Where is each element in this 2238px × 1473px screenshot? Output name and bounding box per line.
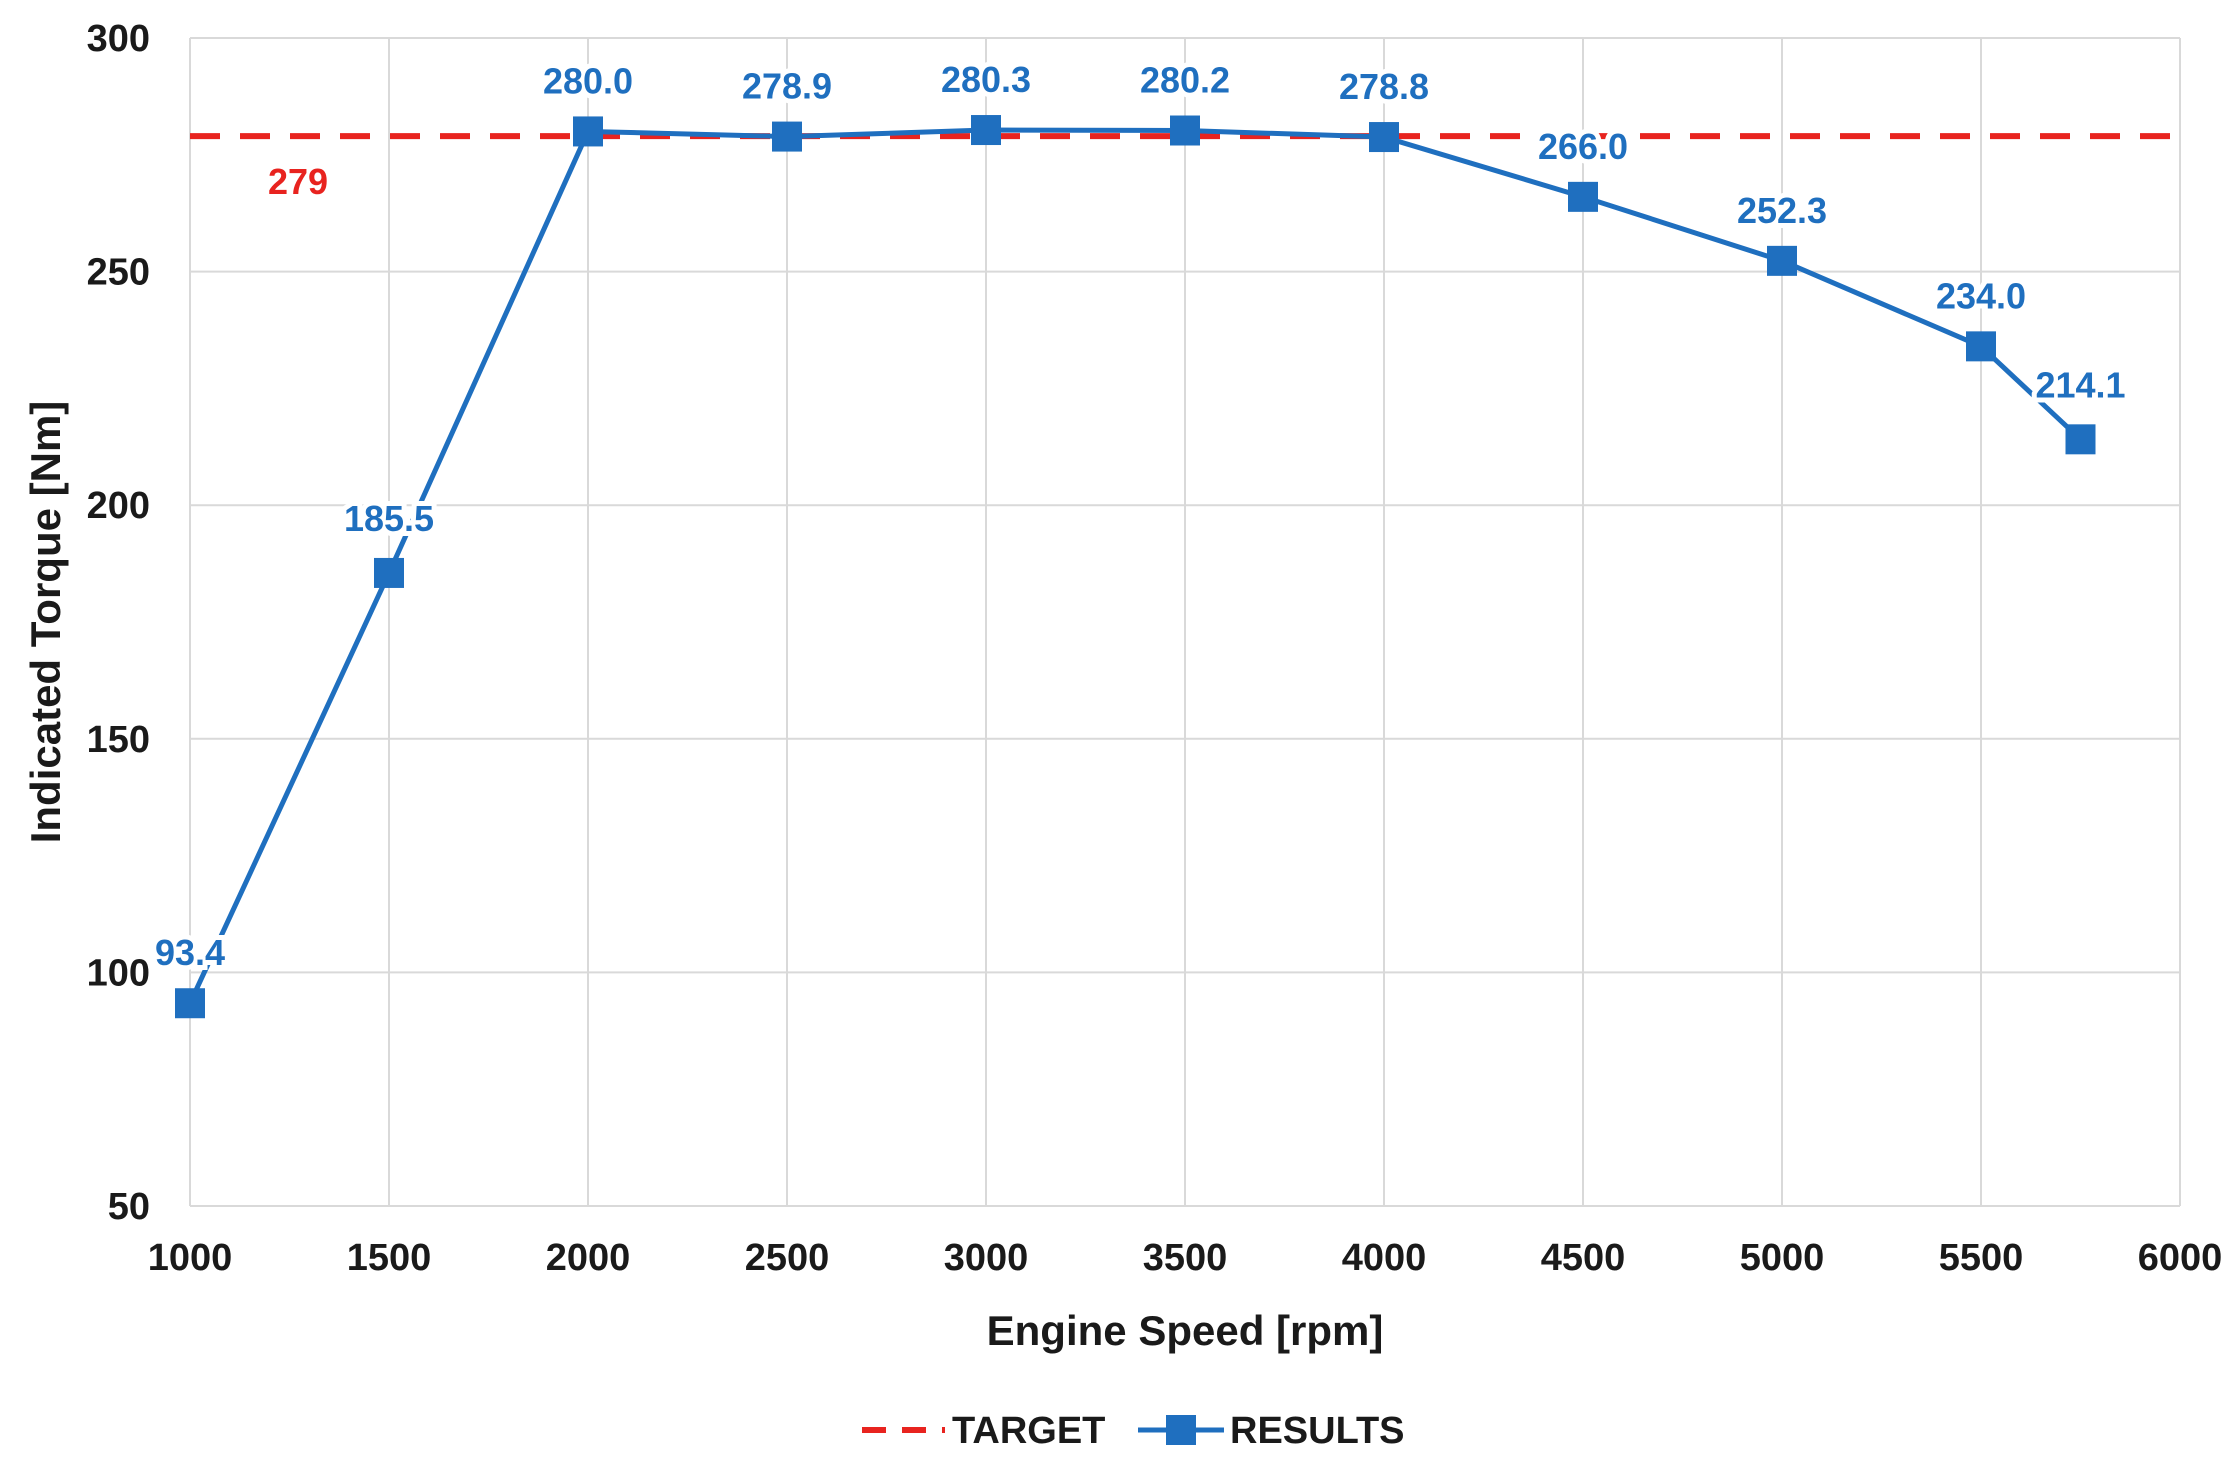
- data-label: 280.0: [543, 60, 633, 101]
- x-tick-label: 5500: [1939, 1237, 2024, 1279]
- x-tick-label: 1000: [148, 1237, 233, 1279]
- results-series: [175, 115, 2096, 1019]
- data-label: 280.3: [941, 59, 1031, 100]
- results-marker: [374, 557, 404, 588]
- results-marker: [1767, 245, 1797, 276]
- data-labels: 93.4 185.5 280.0 278.9 280.3 280.2 278.8 266.0 2…: [150, 54, 2131, 978]
- grid: [189, 37, 2181, 1207]
- x-tick-label: 2500: [745, 1237, 830, 1279]
- data-label: 280.2: [1140, 60, 1230, 101]
- data-label: 252.3: [1737, 190, 1827, 231]
- x-tick-label: 3500: [1143, 1237, 1228, 1279]
- x-axis-title: Engine Speed [rpm]: [987, 1307, 1384, 1354]
- x-tick-label: 6000: [2138, 1237, 2223, 1279]
- legend-results-label: RESULTS: [1230, 1410, 1405, 1452]
- results-marker: [2065, 424, 2096, 455]
- data-label: 185.5: [344, 498, 434, 539]
- legend: TARGET RESULTS: [862, 1410, 1405, 1452]
- results-marker: [573, 116, 603, 147]
- data-label: 214.1: [2035, 364, 2125, 405]
- y-tick-label: 300: [87, 18, 150, 60]
- results-marker: [772, 121, 802, 152]
- legend-target-label: TARGET: [952, 1410, 1105, 1452]
- results-marker: [1568, 181, 1598, 212]
- data-label: 278.9: [742, 66, 832, 107]
- data-label: 234.0: [1936, 275, 2026, 316]
- x-tick-label: 2000: [546, 1237, 631, 1279]
- results-marker: [1369, 122, 1399, 153]
- x-tick-label: 5000: [1740, 1237, 1825, 1279]
- data-label: 266.0: [1538, 126, 1628, 167]
- target-series: 279: [190, 133, 2180, 202]
- y-tick-label: 50: [108, 1186, 150, 1228]
- results-marker: [1966, 331, 1996, 362]
- results-marker: [1170, 115, 1200, 146]
- data-label: 278.8: [1339, 66, 1429, 107]
- legend-results-marker: [1166, 1415, 1196, 1445]
- y-tick-label: 200: [87, 485, 150, 527]
- y-tick-label: 100: [87, 952, 150, 994]
- x-tick-label: 3000: [944, 1237, 1029, 1279]
- target-value-label: 279: [268, 161, 328, 202]
- x-tick-label: 4500: [1541, 1237, 1626, 1279]
- axes: 50 100 150 200 250 300 1000 1500 2000 2500 3000 350…: [22, 18, 2222, 1354]
- y-tick-label: 250: [87, 252, 150, 294]
- results-marker: [175, 988, 205, 1019]
- results-marker: [971, 115, 1001, 146]
- y-axis-title: Indicated Torque [Nm]: [22, 401, 69, 844]
- x-tick-label: 4000: [1342, 1237, 1427, 1279]
- y-tick-label: 150: [87, 719, 150, 761]
- data-label: 93.4: [155, 932, 225, 973]
- x-tick-label: 1500: [347, 1237, 432, 1279]
